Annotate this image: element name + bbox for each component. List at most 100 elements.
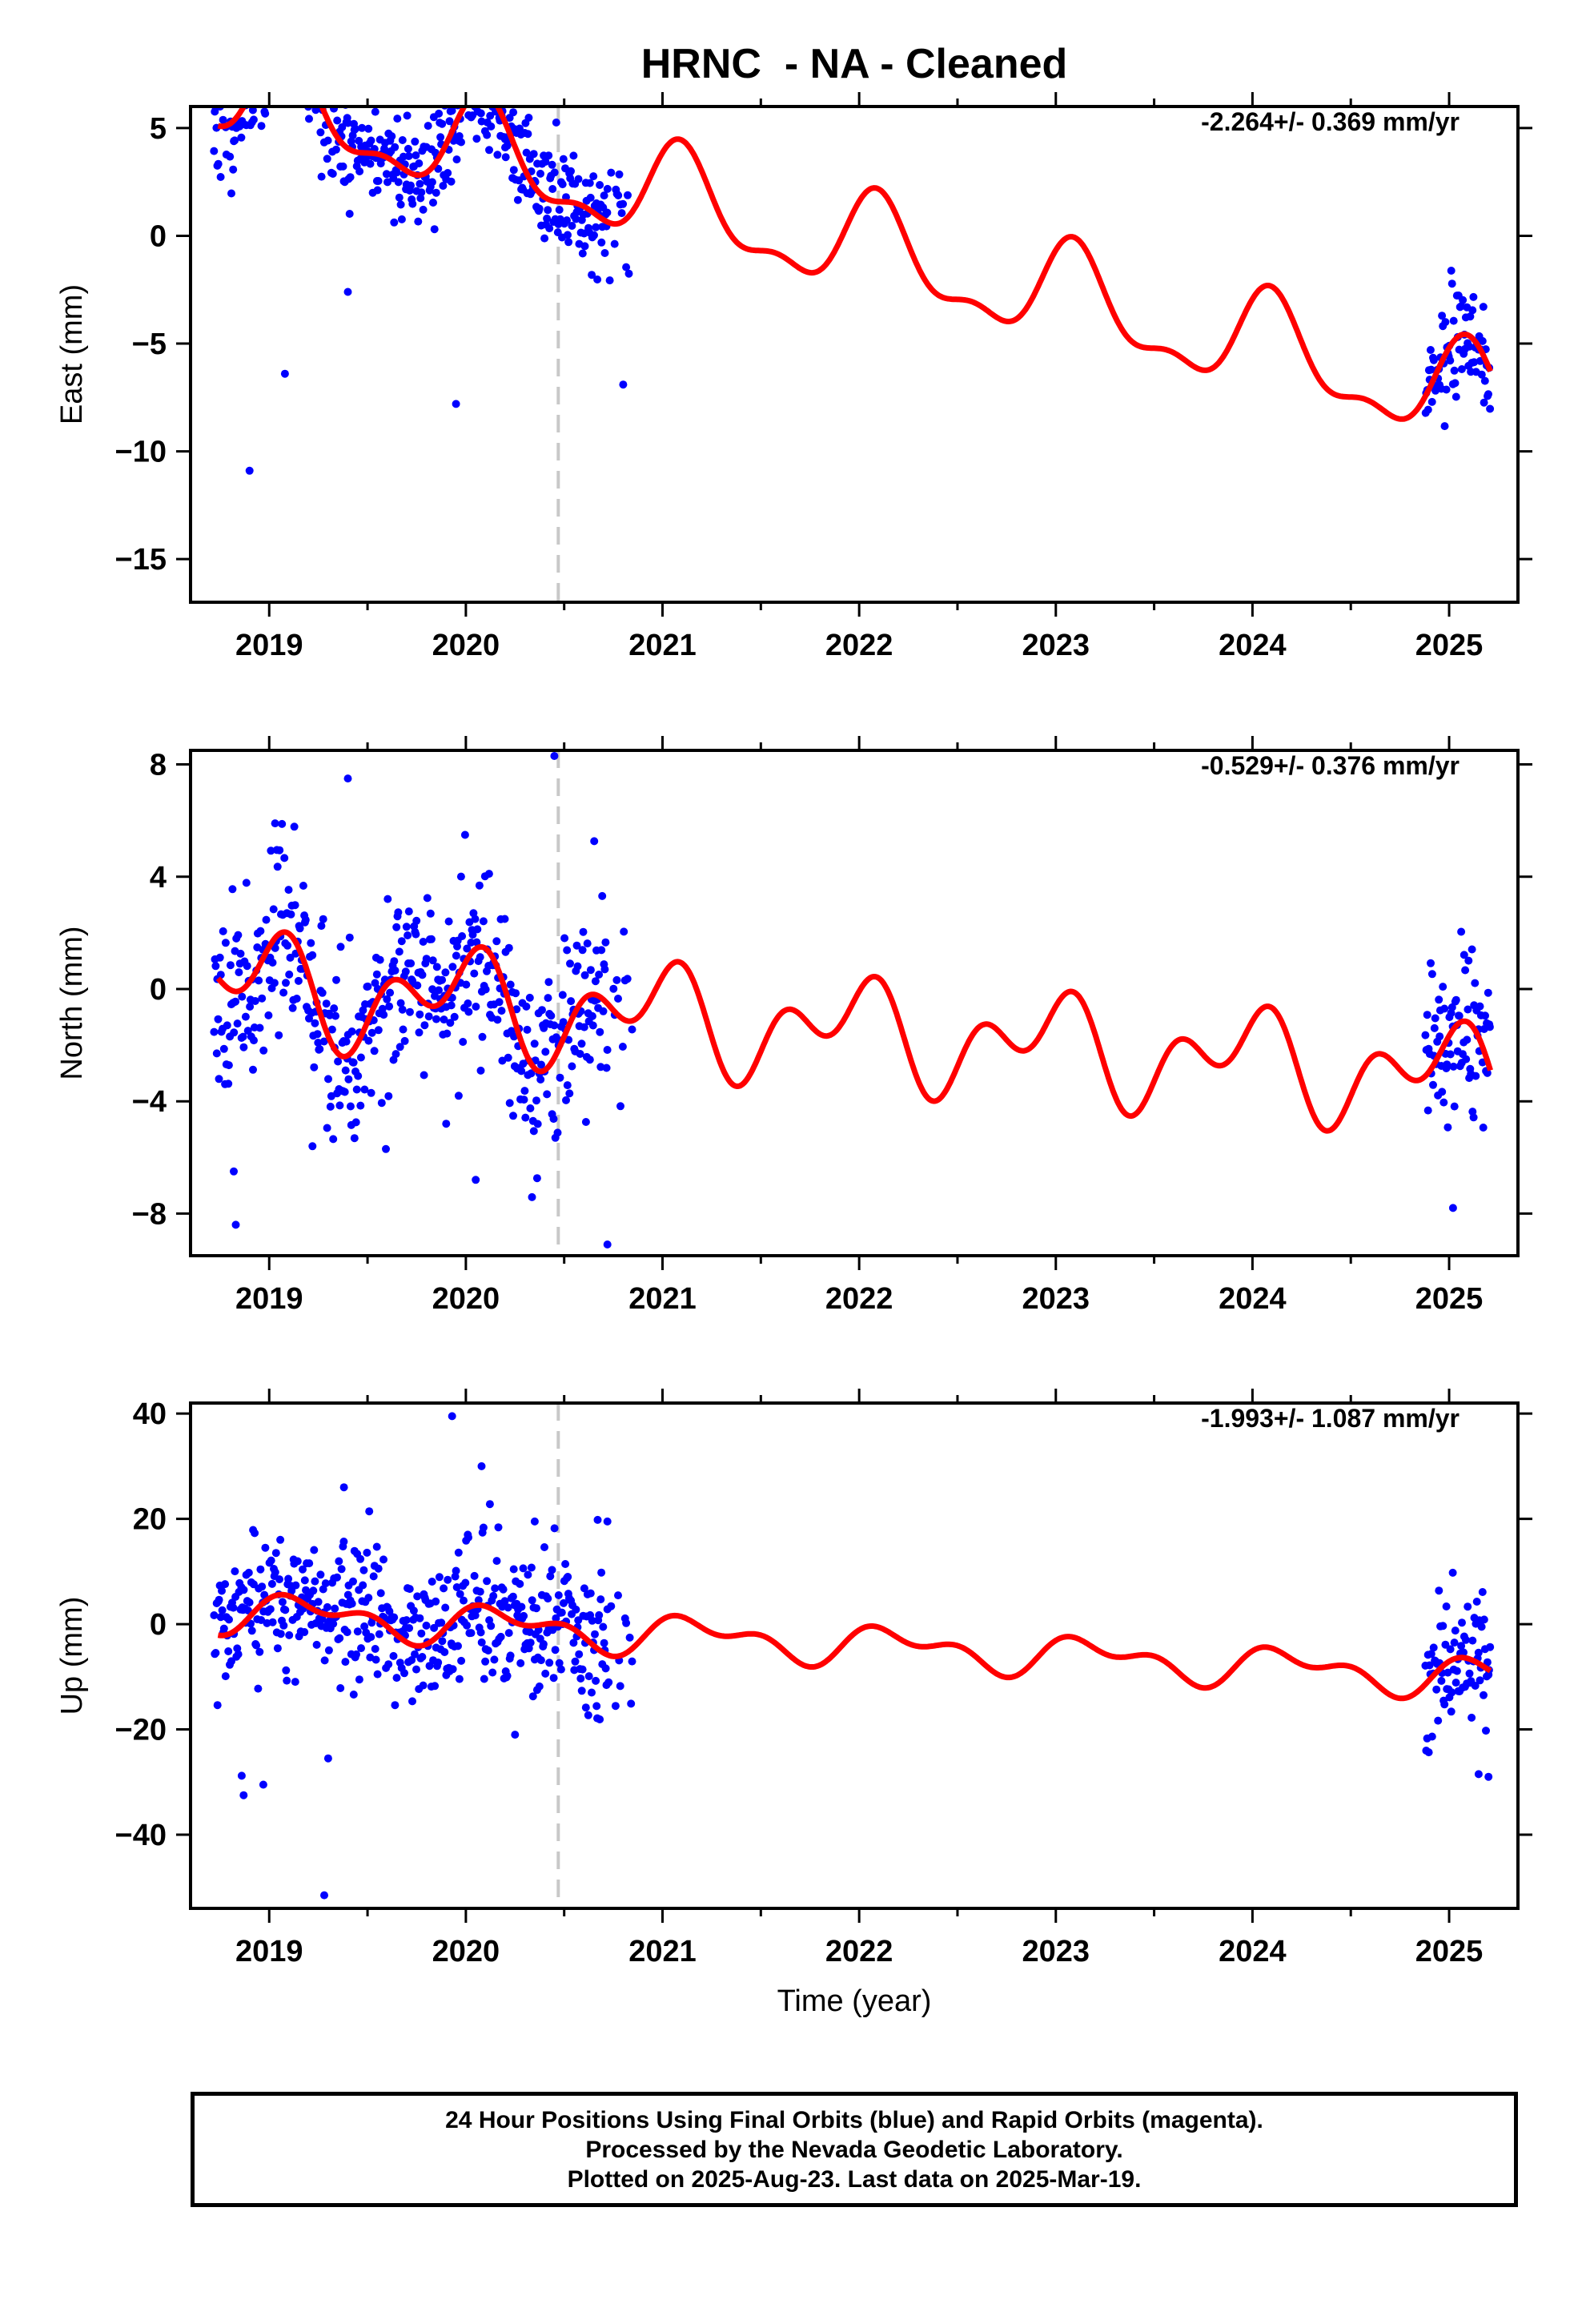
data-point xyxy=(311,1577,319,1586)
data-point xyxy=(563,1081,572,1090)
data-point xyxy=(588,271,596,279)
data-point xyxy=(596,1027,604,1036)
data-point xyxy=(509,1112,517,1120)
data-point xyxy=(356,1053,365,1062)
data-point xyxy=(254,63,262,71)
data-point xyxy=(614,191,623,199)
data-point xyxy=(395,193,404,202)
data-point xyxy=(456,1590,464,1598)
data-point xyxy=(314,82,322,90)
data-point xyxy=(249,115,258,124)
data-point-outlier xyxy=(516,131,525,139)
data-point xyxy=(580,242,589,251)
data-point xyxy=(416,1614,424,1622)
data-point xyxy=(500,915,509,923)
data-point-outlier xyxy=(245,466,254,475)
data-point xyxy=(215,1595,223,1604)
data-point xyxy=(544,1594,552,1603)
data-point xyxy=(256,927,265,935)
data-point xyxy=(211,1649,220,1657)
data-point xyxy=(235,90,243,99)
data-point-outlier xyxy=(280,369,289,378)
data-point xyxy=(268,959,277,967)
data-point xyxy=(250,1036,258,1045)
data-point xyxy=(347,1027,356,1035)
x-axis-east: 2019 2020 2021 2022 2023 2024 2025 xyxy=(235,92,1483,662)
data-point xyxy=(234,1650,243,1659)
data-point xyxy=(283,15,291,23)
data-point xyxy=(357,1644,365,1653)
data-point xyxy=(367,1633,375,1642)
data-point xyxy=(574,175,583,183)
data-point xyxy=(341,1658,350,1667)
y-axis-label: North (mm) xyxy=(55,926,89,1080)
data-point xyxy=(601,938,610,947)
data-point xyxy=(1464,956,1473,965)
data-point xyxy=(259,1046,268,1055)
data-point xyxy=(319,86,327,94)
data-point xyxy=(499,1585,508,1594)
data-point xyxy=(1461,966,1470,975)
data-point xyxy=(398,136,407,144)
y-tick-label: −5 xyxy=(132,328,167,361)
data-point xyxy=(444,1575,452,1584)
data-point xyxy=(435,986,443,995)
data-point-outlier xyxy=(619,380,628,389)
data-point xyxy=(330,1004,339,1013)
data-point xyxy=(485,1500,494,1509)
data-point xyxy=(342,1037,351,1046)
data-point xyxy=(303,50,311,58)
chart-panel-north: 2019 2020 2021 2022 2023 2024 2025 8 4 0 −4 −8 North… xyxy=(55,736,1532,1316)
data-point xyxy=(271,1568,279,1577)
data-point-outlier xyxy=(442,1120,451,1128)
data-point xyxy=(505,1099,514,1108)
y-axis-label: Up (mm) xyxy=(55,1597,89,1715)
data-point xyxy=(598,891,607,900)
data-point xyxy=(374,1564,383,1573)
data-point xyxy=(284,1574,293,1583)
data-point xyxy=(415,1028,424,1037)
data-point xyxy=(288,1003,297,1012)
data-point xyxy=(281,2,289,10)
data-point xyxy=(275,846,284,854)
velocity-label: -1.993+/- 1.087 mm/yr xyxy=(1201,1404,1460,1433)
x-tick-label: 2021 xyxy=(628,1935,697,1968)
data-point xyxy=(354,1072,363,1080)
data-point xyxy=(506,1651,515,1660)
data-point xyxy=(585,179,594,187)
data-point xyxy=(580,1584,588,1593)
data-point xyxy=(480,1675,488,1683)
data-point xyxy=(218,1606,227,1614)
data-point xyxy=(1457,1642,1466,1651)
data-point xyxy=(261,1543,270,1552)
data-point xyxy=(524,130,532,139)
data-point xyxy=(483,131,492,139)
data-point xyxy=(513,195,522,204)
data-point xyxy=(566,959,574,968)
data-point xyxy=(527,1069,536,1078)
data-point xyxy=(315,1045,324,1053)
y-tick-label: −20 xyxy=(115,1714,167,1747)
data-point xyxy=(1452,392,1460,401)
data-point xyxy=(561,1560,570,1568)
data-point xyxy=(1442,385,1451,394)
data-point xyxy=(448,1665,457,1674)
data-point xyxy=(334,94,342,103)
data-point xyxy=(299,882,307,890)
data-point xyxy=(264,1011,273,1019)
data-point xyxy=(391,1701,400,1710)
plot-frame xyxy=(189,749,1520,1257)
data-point xyxy=(416,179,424,188)
data-point xyxy=(404,144,412,153)
data-point xyxy=(239,1043,248,1051)
data-point xyxy=(392,1674,401,1683)
data-point-outlier xyxy=(237,1771,246,1780)
data-point xyxy=(324,1075,332,1084)
x-tick-label: 2024 xyxy=(1219,629,1287,662)
data-point xyxy=(595,1610,604,1619)
data-point xyxy=(344,1075,353,1084)
data-point xyxy=(440,1648,449,1656)
data-point xyxy=(603,184,612,193)
data-point xyxy=(279,1621,288,1630)
